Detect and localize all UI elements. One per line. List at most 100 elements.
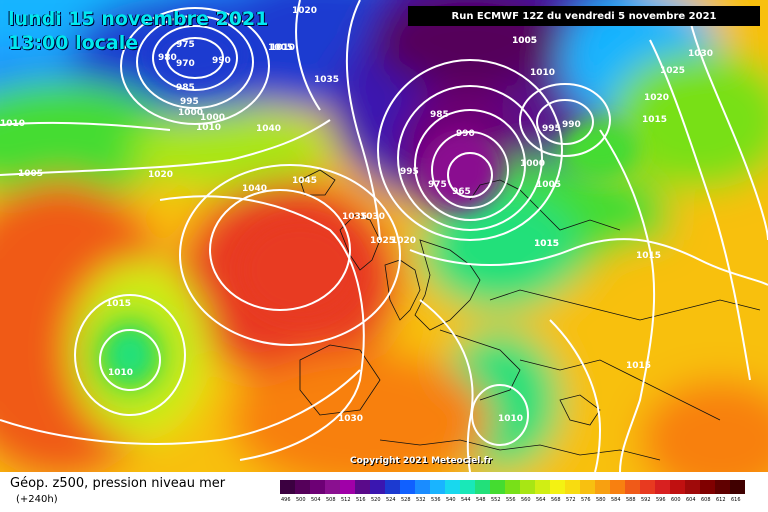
scale-swatch [490,480,505,494]
isobars [0,0,768,472]
scale-tick-label: 560 [521,497,531,503]
isobar-label: 1010 [0,119,25,129]
isobar-label: 1020 [391,236,416,246]
isobar-label: 1010 [530,68,555,78]
scale-swatch [580,480,595,494]
isobar-label: 995 [542,124,561,134]
isobar-label: 1020 [292,6,317,16]
isobar-label: 1005 [512,36,537,46]
scale-swatch [550,480,565,494]
scale-swatch [295,480,310,494]
isobar-label: 1000 [178,108,203,118]
scale-swatch [730,480,745,494]
isobar-label: 985 [176,83,195,93]
scale-tick-label: 564 [536,497,546,503]
scale-tick-label: 556 [506,497,516,503]
scale-swatch [385,480,400,494]
scale-tick-label: 536 [431,497,441,503]
scale-tick-label: 500 [296,497,306,503]
scale-swatch [610,480,625,494]
scale-swatch [325,480,340,494]
isobar-label: 985 [430,110,449,120]
scale-swatch [565,480,580,494]
scale-swatch [520,480,535,494]
scale-tick-label: 600 [671,497,681,503]
scale-tick-label: 572 [566,497,576,503]
isobar-label: 1015 [626,361,651,371]
scale-tick-label: 544 [461,497,471,503]
scale-tick-label: 568 [551,497,561,503]
scale-tick-label: 616 [731,497,741,503]
isobar-label: 1010 [108,368,133,378]
isobar-label: 980 [158,53,177,63]
copyright: Copyright 2021 Meteociel.fr [350,456,493,466]
scale-swatch [625,480,640,494]
isobar-label: 1035 [342,212,367,222]
isobar-label: 1010 [270,43,295,53]
scale-swatch [685,480,700,494]
map-canvas: 1020 1005 1010 1035 1040 1045 1040 1020 … [0,0,768,472]
scale-swatch [310,480,325,494]
color-scale: 496 500 504 508 512 516 520 524 528 532 536 540 544 5… [280,480,745,503]
scale-swatch [400,480,415,494]
scale-swatch [505,480,520,494]
scale-tick-label: 504 [311,497,321,503]
isobar-label: 1005 [512,36,537,46]
legend-title: Géop. z500, pression niveau mer [10,476,226,491]
scale-swatch [655,480,670,494]
scale-tick-label: 540 [446,497,456,503]
scale-tick-label: 508 [326,497,336,503]
isobar-label: 1020 [644,93,669,103]
isobar-label: 1025 [660,66,685,76]
isobar-label: 1000 [200,113,225,123]
scale-swatch [460,480,475,494]
scale-tick-label: 524 [386,497,396,503]
isobar-label: 1005 [536,180,561,190]
isobar-label: 1015 [534,239,559,249]
isobar-label: 965 [452,187,471,197]
isobar-label: 1040 [256,124,281,134]
scale-swatch [535,480,550,494]
isobar-label: 975 [428,180,447,190]
scale-tick-label: 612 [716,497,726,503]
isobar-label: 1005 [18,169,43,179]
isobar-label: 990 [456,129,475,139]
scale-tick-label: 548 [476,497,486,503]
scale-swatch [670,480,685,494]
scale-tick-label: 520 [371,497,381,503]
isobar-label: 1045 [292,176,317,186]
isobar-label: 995 [400,167,419,177]
isobar-label: 970 [176,59,195,69]
scale-swatch [640,480,655,494]
coastlines [299,169,761,461]
legend-panel: Géop. z500, pression niveau mer (+240h) … [0,472,768,512]
scale-swatch [415,480,430,494]
scale-tick-label: 588 [626,497,636,503]
scale-tick-label: 592 [641,497,651,503]
scale-swatch [355,480,370,494]
scale-swatch [280,480,295,494]
scale-swatch [715,480,730,494]
scale-tick-label: 552 [491,497,501,503]
isobar-label: 1010 [196,123,221,133]
scale-tick-label: 580 [596,497,606,503]
weather-map: 1020 1005 1010 1035 1040 1045 1040 1020 … [0,0,768,472]
scale-tick-label: 528 [401,497,411,503]
scale-tick-label: 532 [416,497,426,503]
scale-tick-label: 516 [356,497,366,503]
scale-swatch [700,480,715,494]
scale-tick-label: 608 [701,497,711,503]
isobar-label: 1015 [106,299,131,309]
isobar-label: 1015 [534,239,559,249]
isobar-label: 1020 [148,170,173,180]
isobar-label: 1030 [338,414,363,424]
isobar-label: 1025 [370,236,395,246]
scale-swatch [445,480,460,494]
scale-tick-label: 512 [341,497,351,503]
isobar-label: 990 [562,120,581,130]
legend-subtitle: (+240h) [16,494,58,505]
isobar-label: 990 [212,56,231,66]
isobar-label: 1030 [688,49,713,59]
forecast-date: lundi 15 novembre 2021 [8,8,269,30]
isobar-label: 1015 [636,251,661,261]
